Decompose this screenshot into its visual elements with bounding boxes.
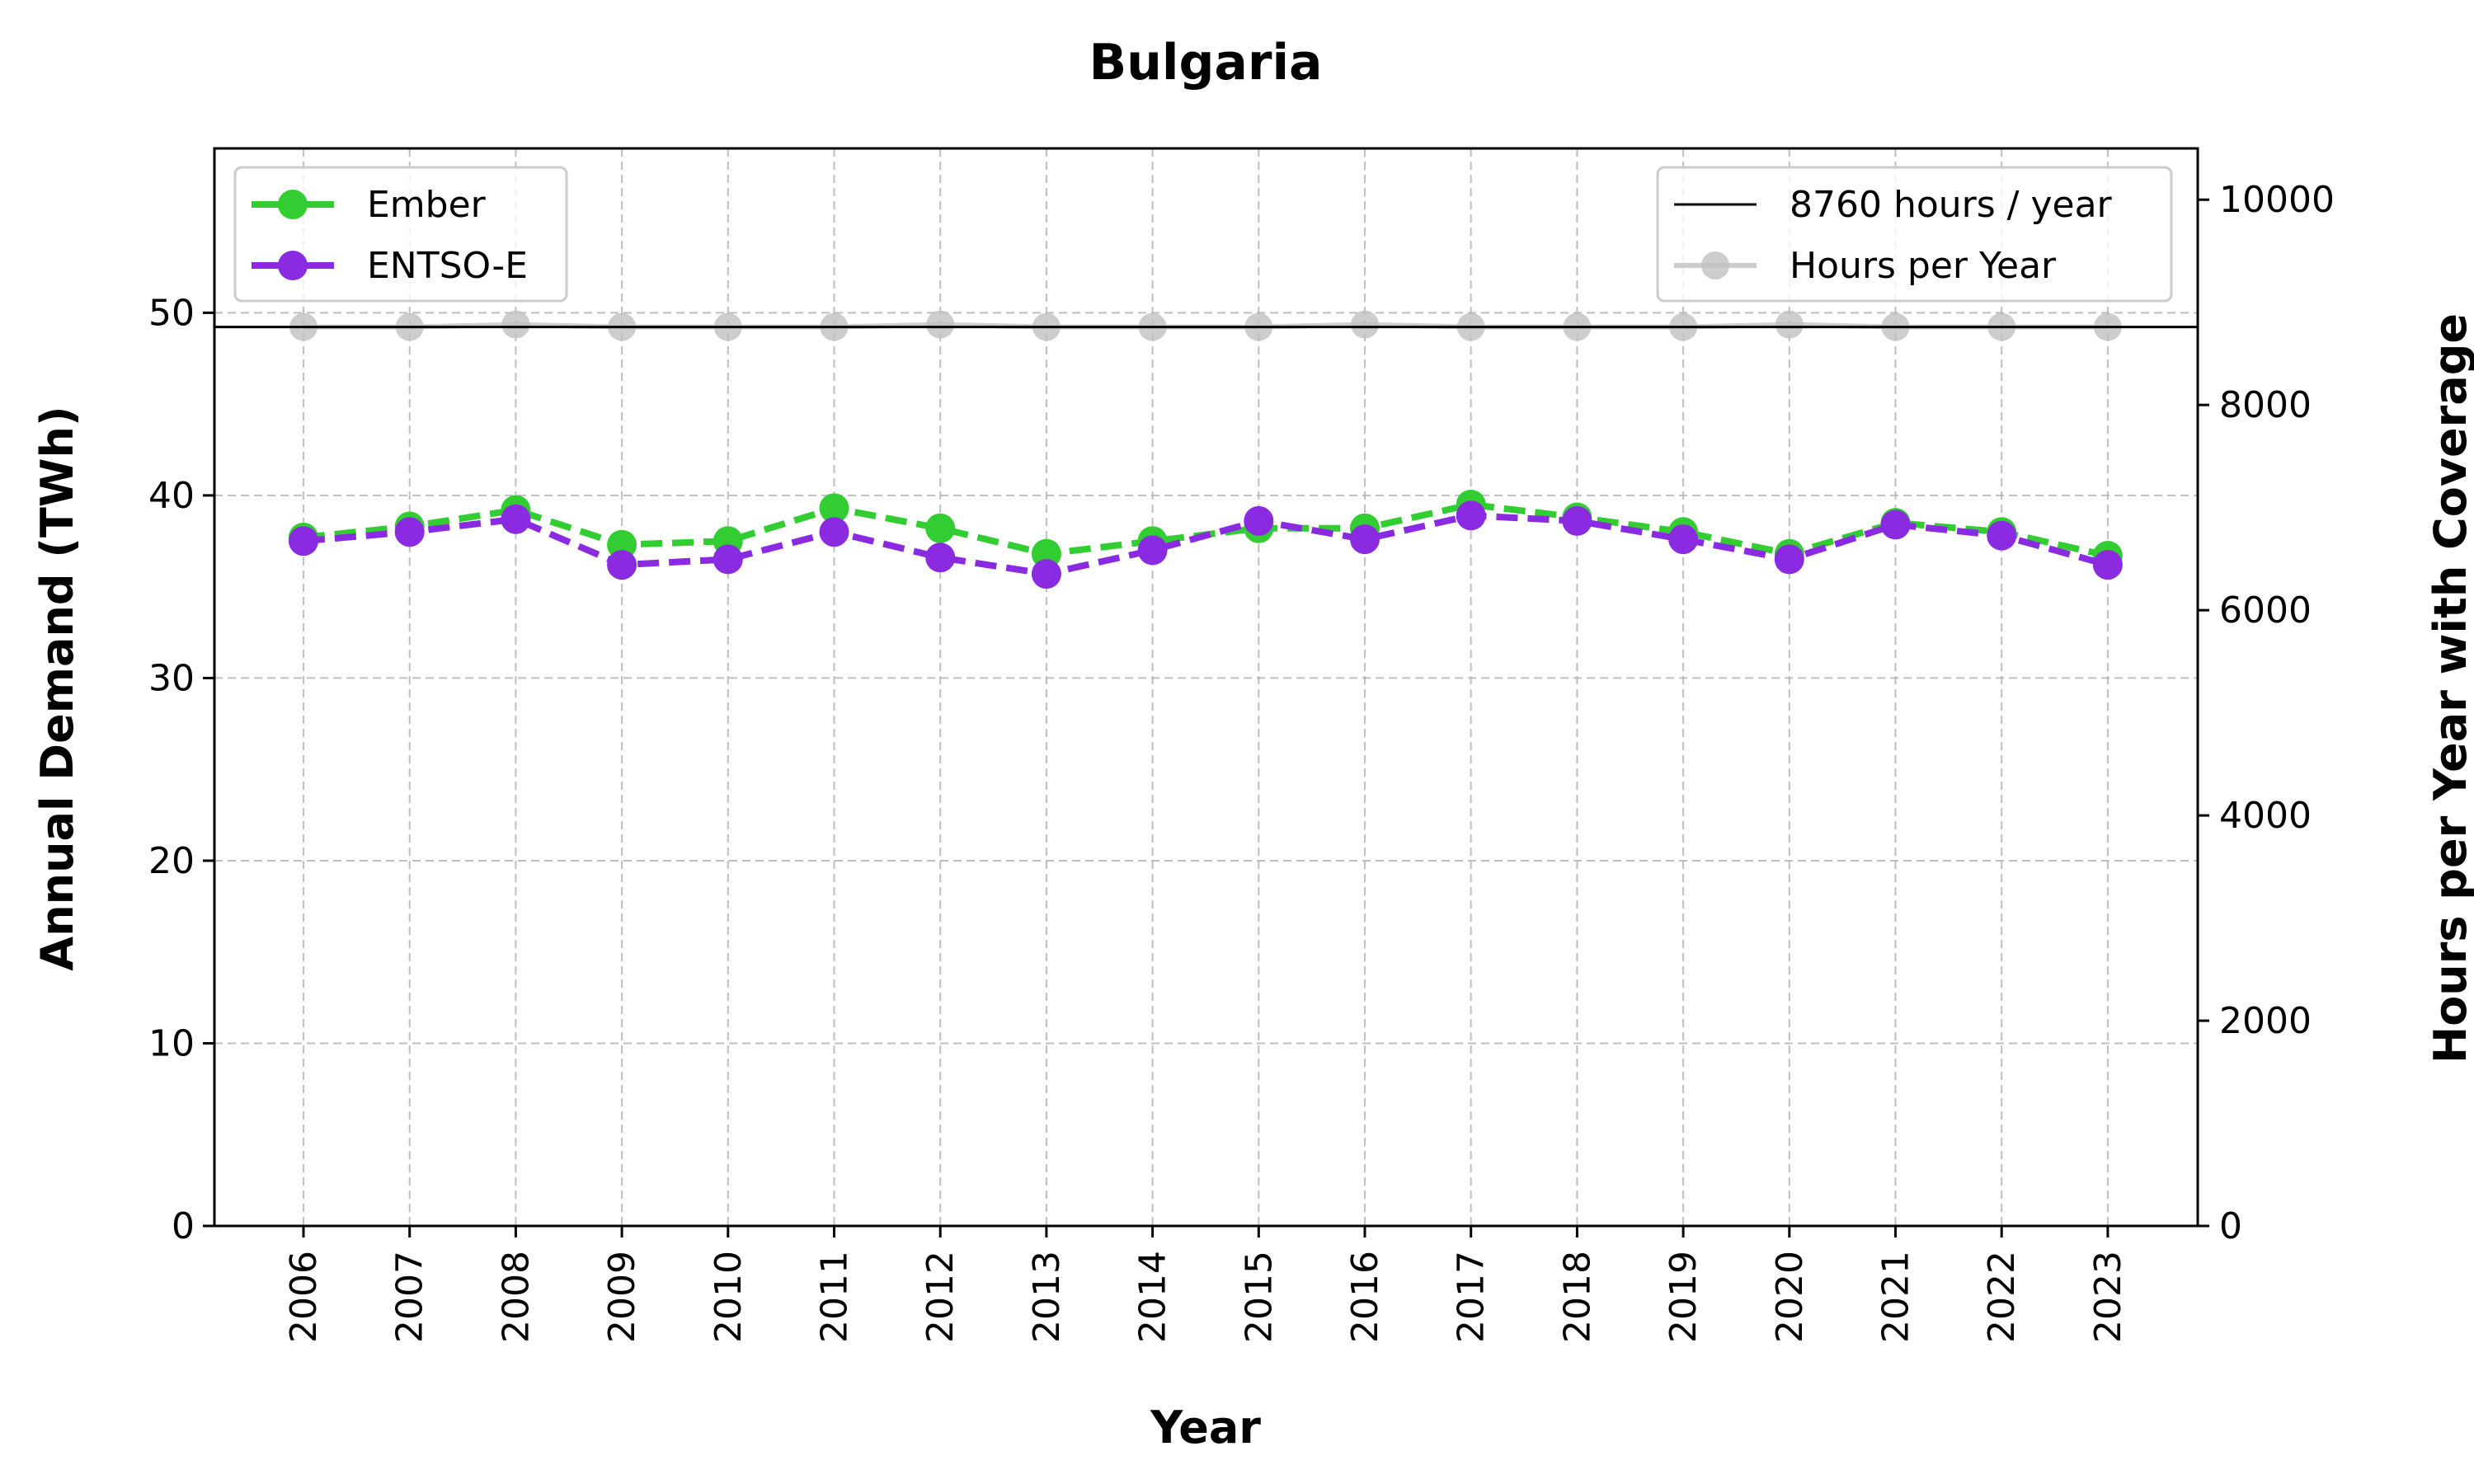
legend-marker-entso-e [278, 251, 308, 280]
x-tick-label: 2007 [389, 1251, 431, 1343]
plot-frame [213, 147, 2199, 1228]
y2-tick-label: 6000 [2219, 589, 2312, 632]
x-tick-label: 2021 [1875, 1251, 1917, 1343]
x-tick-label: 2009 [601, 1251, 643, 1343]
x-tick-label: 2008 [495, 1251, 537, 1343]
point-entso-e [1774, 544, 1804, 575]
point-entso-e [1456, 500, 1486, 531]
point-entso-e [713, 544, 743, 575]
point-entso-e [1562, 505, 1592, 536]
legend-left: Ember ENTSO-E [233, 166, 568, 303]
x-tick-label: 2011 [814, 1251, 856, 1343]
legend-label-reference-line: 8760 hours / year [1790, 184, 2113, 226]
y2-tick-label: 8000 [2219, 384, 2312, 426]
legend-label-entso-e: ENTSO-E [367, 245, 528, 287]
y2-tick-label: 2000 [2219, 1000, 2312, 1042]
y-tick-label: 20 [148, 840, 195, 882]
point-entso-e [1137, 535, 1168, 566]
legend-label-ember: Ember [367, 184, 487, 226]
series-line-entso-e [303, 512, 2109, 578]
point-entso-e [1668, 524, 1699, 555]
x-tick-label: 2013 [1026, 1251, 1068, 1343]
point-entso-e [1350, 524, 1380, 555]
point-ember [925, 513, 956, 543]
y-tick-label: 50 [148, 292, 195, 334]
y2-tick-label: 0 [2219, 1205, 2242, 1247]
legend-label-hours-per-year: Hours per Year [1790, 245, 2057, 287]
point-entso-e [1987, 520, 2017, 551]
point-entso-e [2092, 550, 2123, 580]
x-tick-label: 2019 [1663, 1251, 1705, 1343]
x-tick-label: 2012 [920, 1251, 962, 1343]
x-tick-label: 2022 [1981, 1251, 2023, 1343]
y-tick-label: 10 [148, 1022, 195, 1064]
x-tick-label: 2014 [1132, 1251, 1174, 1343]
y2-tick-label: 4000 [2219, 795, 2312, 837]
point-entso-e [1244, 505, 1274, 536]
point-hours-per-year [1775, 310, 1804, 339]
x-axis-label: Year [1150, 1402, 1261, 1453]
point-entso-e [289, 526, 318, 556]
point-entso-e [1880, 510, 1911, 540]
point-entso-e [394, 517, 425, 547]
y-tick-label: 30 [148, 657, 195, 699]
point-entso-e [501, 504, 531, 534]
x-tick-label: 2020 [1769, 1251, 1811, 1343]
point-entso-e [1031, 559, 1061, 589]
y-tick-label: 40 [148, 475, 195, 517]
point-entso-e [925, 542, 956, 573]
x-tick-label: 2023 [2087, 1251, 2129, 1343]
point-entso-e [607, 550, 637, 580]
point-hours-per-year [1351, 310, 1379, 339]
y-tick-label: 0 [172, 1205, 195, 1247]
point-hours-per-year [926, 310, 955, 339]
point-entso-e [819, 517, 849, 547]
x-tick-label: 2015 [1238, 1251, 1280, 1343]
x-tick-label: 2017 [1451, 1251, 1493, 1343]
legend-marker-ember [278, 190, 308, 219]
legend-right: 8760 hours / year Hours per Year [1656, 166, 2173, 303]
x-tick-label: 2010 [708, 1251, 750, 1343]
legend-marker-hours-per-year [1701, 251, 1729, 279]
point-hours-per-year [501, 310, 530, 339]
y-axis-label: Annual Demand (TWh) [31, 406, 83, 970]
x-tick-label: 2006 [283, 1251, 325, 1343]
x-tick-label: 2016 [1344, 1251, 1386, 1343]
y2-axis-label: Hours per Year with Coverage [2425, 313, 2474, 1064]
series-line-ember [303, 500, 2109, 559]
point-ember [819, 493, 849, 524]
x-tick-label: 2018 [1556, 1251, 1598, 1343]
legend-right-box [1656, 166, 2173, 303]
chart-title: Bulgaria [1089, 34, 1322, 92]
y2-tick-label: 10000 [2219, 179, 2335, 221]
